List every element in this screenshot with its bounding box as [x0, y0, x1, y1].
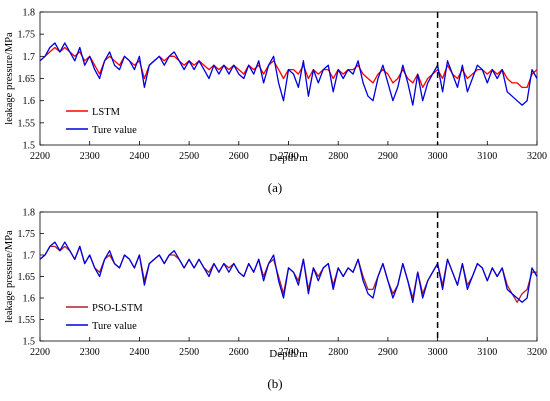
panel-caption: (b) — [267, 376, 282, 391]
y-tick-label: 1.75 — [18, 229, 36, 240]
x-tick-label: 3200 — [527, 347, 547, 358]
x-axis-label: Depth/m — [269, 152, 308, 164]
panel-caption: (a) — [268, 180, 282, 195]
y-tick-label: 1.5 — [23, 337, 36, 348]
y-tick-label: 1.5 — [23, 141, 36, 152]
y-axis-label: leakage pressure/MPa — [4, 32, 15, 125]
x-tick-label: 2200 — [30, 347, 50, 358]
series-line-2 — [39, 42, 538, 106]
y-tick-label: 1.7 — [23, 251, 36, 262]
chart-panel-2: 1.5 1.55 1.6 1.65 1.7 1.75 1.8 2200 2300 2400 2500… — [4, 208, 547, 392]
x-tick-label: 2900 — [378, 151, 398, 162]
x-tick-label: 2200 — [30, 151, 50, 162]
legend-label: LSTM — [92, 107, 121, 118]
x-tick-label: 3000 — [428, 347, 448, 358]
chart-panel-1: 1.5 1.55 1.6 1.65 1.7 1.75 1.8 2200 2300 2400 2500… — [4, 8, 547, 196]
legend-label: Ture value — [92, 321, 137, 332]
x-tick-label: 2900 — [378, 347, 398, 358]
x-tick-label: 3200 — [527, 151, 547, 162]
x-tick-label: 2800 — [328, 151, 348, 162]
x-tick-label: 2800 — [328, 347, 348, 358]
x-tick-label: 2400 — [129, 347, 149, 358]
y-tick-label: 1.75 — [18, 30, 36, 41]
x-tick-label: 3100 — [477, 347, 497, 358]
x-tick-label: 2500 — [179, 347, 199, 358]
y-tick-label: 1.55 — [18, 118, 36, 129]
y-tick-label: 1.8 — [23, 8, 36, 19]
x-tick-label: 3100 — [477, 151, 497, 162]
y-tick-label: 1.65 — [18, 74, 36, 85]
y-tick-label: 1.55 — [18, 315, 36, 326]
y-tick-label: 1.6 — [23, 294, 36, 305]
y-axis-label: leakage pressure/MPa — [4, 230, 15, 323]
x-tick-label: 2700 — [279, 151, 299, 162]
y-tick-label: 1.7 — [23, 52, 36, 63]
legend-label: Ture value — [92, 125, 137, 136]
x-tick-label: 2300 — [80, 347, 100, 358]
x-tick-label: 2400 — [129, 151, 149, 162]
x-tick-label: 2500 — [179, 151, 199, 162]
x-tick-label: 3000 — [428, 151, 448, 162]
y-tick-label: 1.65 — [18, 272, 36, 283]
series-line-2 — [39, 241, 538, 303]
x-tick-label: 2600 — [229, 151, 249, 162]
series-line-1 — [39, 245, 537, 303]
x-tick-label: 2700 — [279, 347, 299, 358]
x-axis-label: Depth/m — [269, 348, 308, 360]
legend-label: PSO-LSTM — [92, 303, 143, 314]
y-tick-label: 1.6 — [23, 96, 36, 107]
y-tick-label: 1.8 — [23, 208, 36, 219]
x-tick-label: 2600 — [229, 347, 249, 358]
x-tick-label: 2300 — [80, 151, 100, 162]
